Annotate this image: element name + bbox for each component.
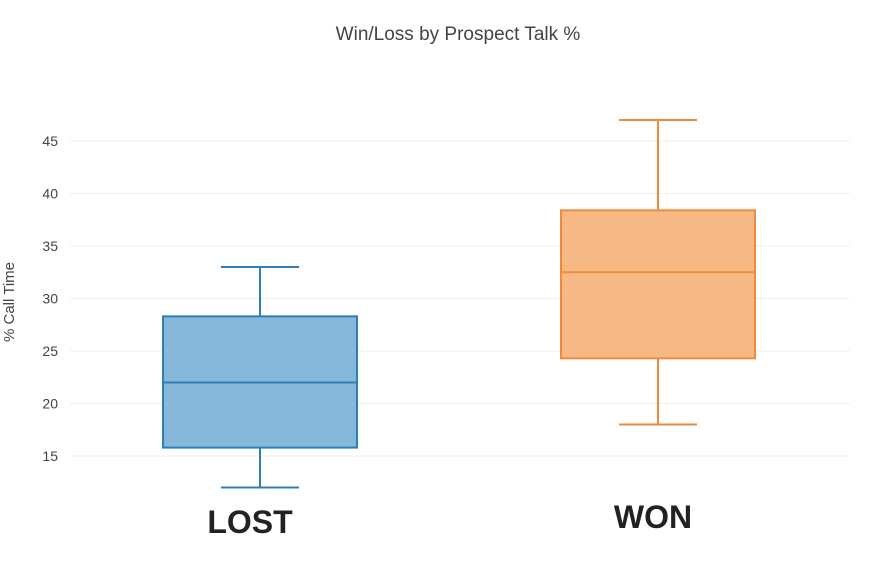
y-tick-label-15: 15 bbox=[42, 448, 58, 464]
won-box bbox=[560, 209, 756, 360]
y-tick-label-20: 20 bbox=[42, 396, 58, 412]
category-label-lost: LOST bbox=[207, 504, 293, 540]
y-tick-label-25: 25 bbox=[42, 343, 58, 359]
box-group-won bbox=[560, 119, 756, 426]
box-group-lost bbox=[162, 266, 358, 489]
y-tick-label-40: 40 bbox=[42, 186, 58, 202]
boxes bbox=[162, 119, 756, 489]
y-axis-ticks: 15 20 25 30 35 40 45 bbox=[42, 133, 58, 464]
y-tick-label-45: 45 bbox=[42, 133, 58, 149]
y-tick-label-30: 30 bbox=[42, 291, 58, 307]
category-labels: LOST WON bbox=[207, 499, 692, 540]
y-axis-label: % Call Time bbox=[1, 262, 18, 342]
category-label-won: WON bbox=[614, 499, 692, 535]
chart-title: Win/Loss by Prospect Talk % bbox=[336, 24, 581, 45]
y-tick-label-35: 35 bbox=[42, 238, 58, 254]
